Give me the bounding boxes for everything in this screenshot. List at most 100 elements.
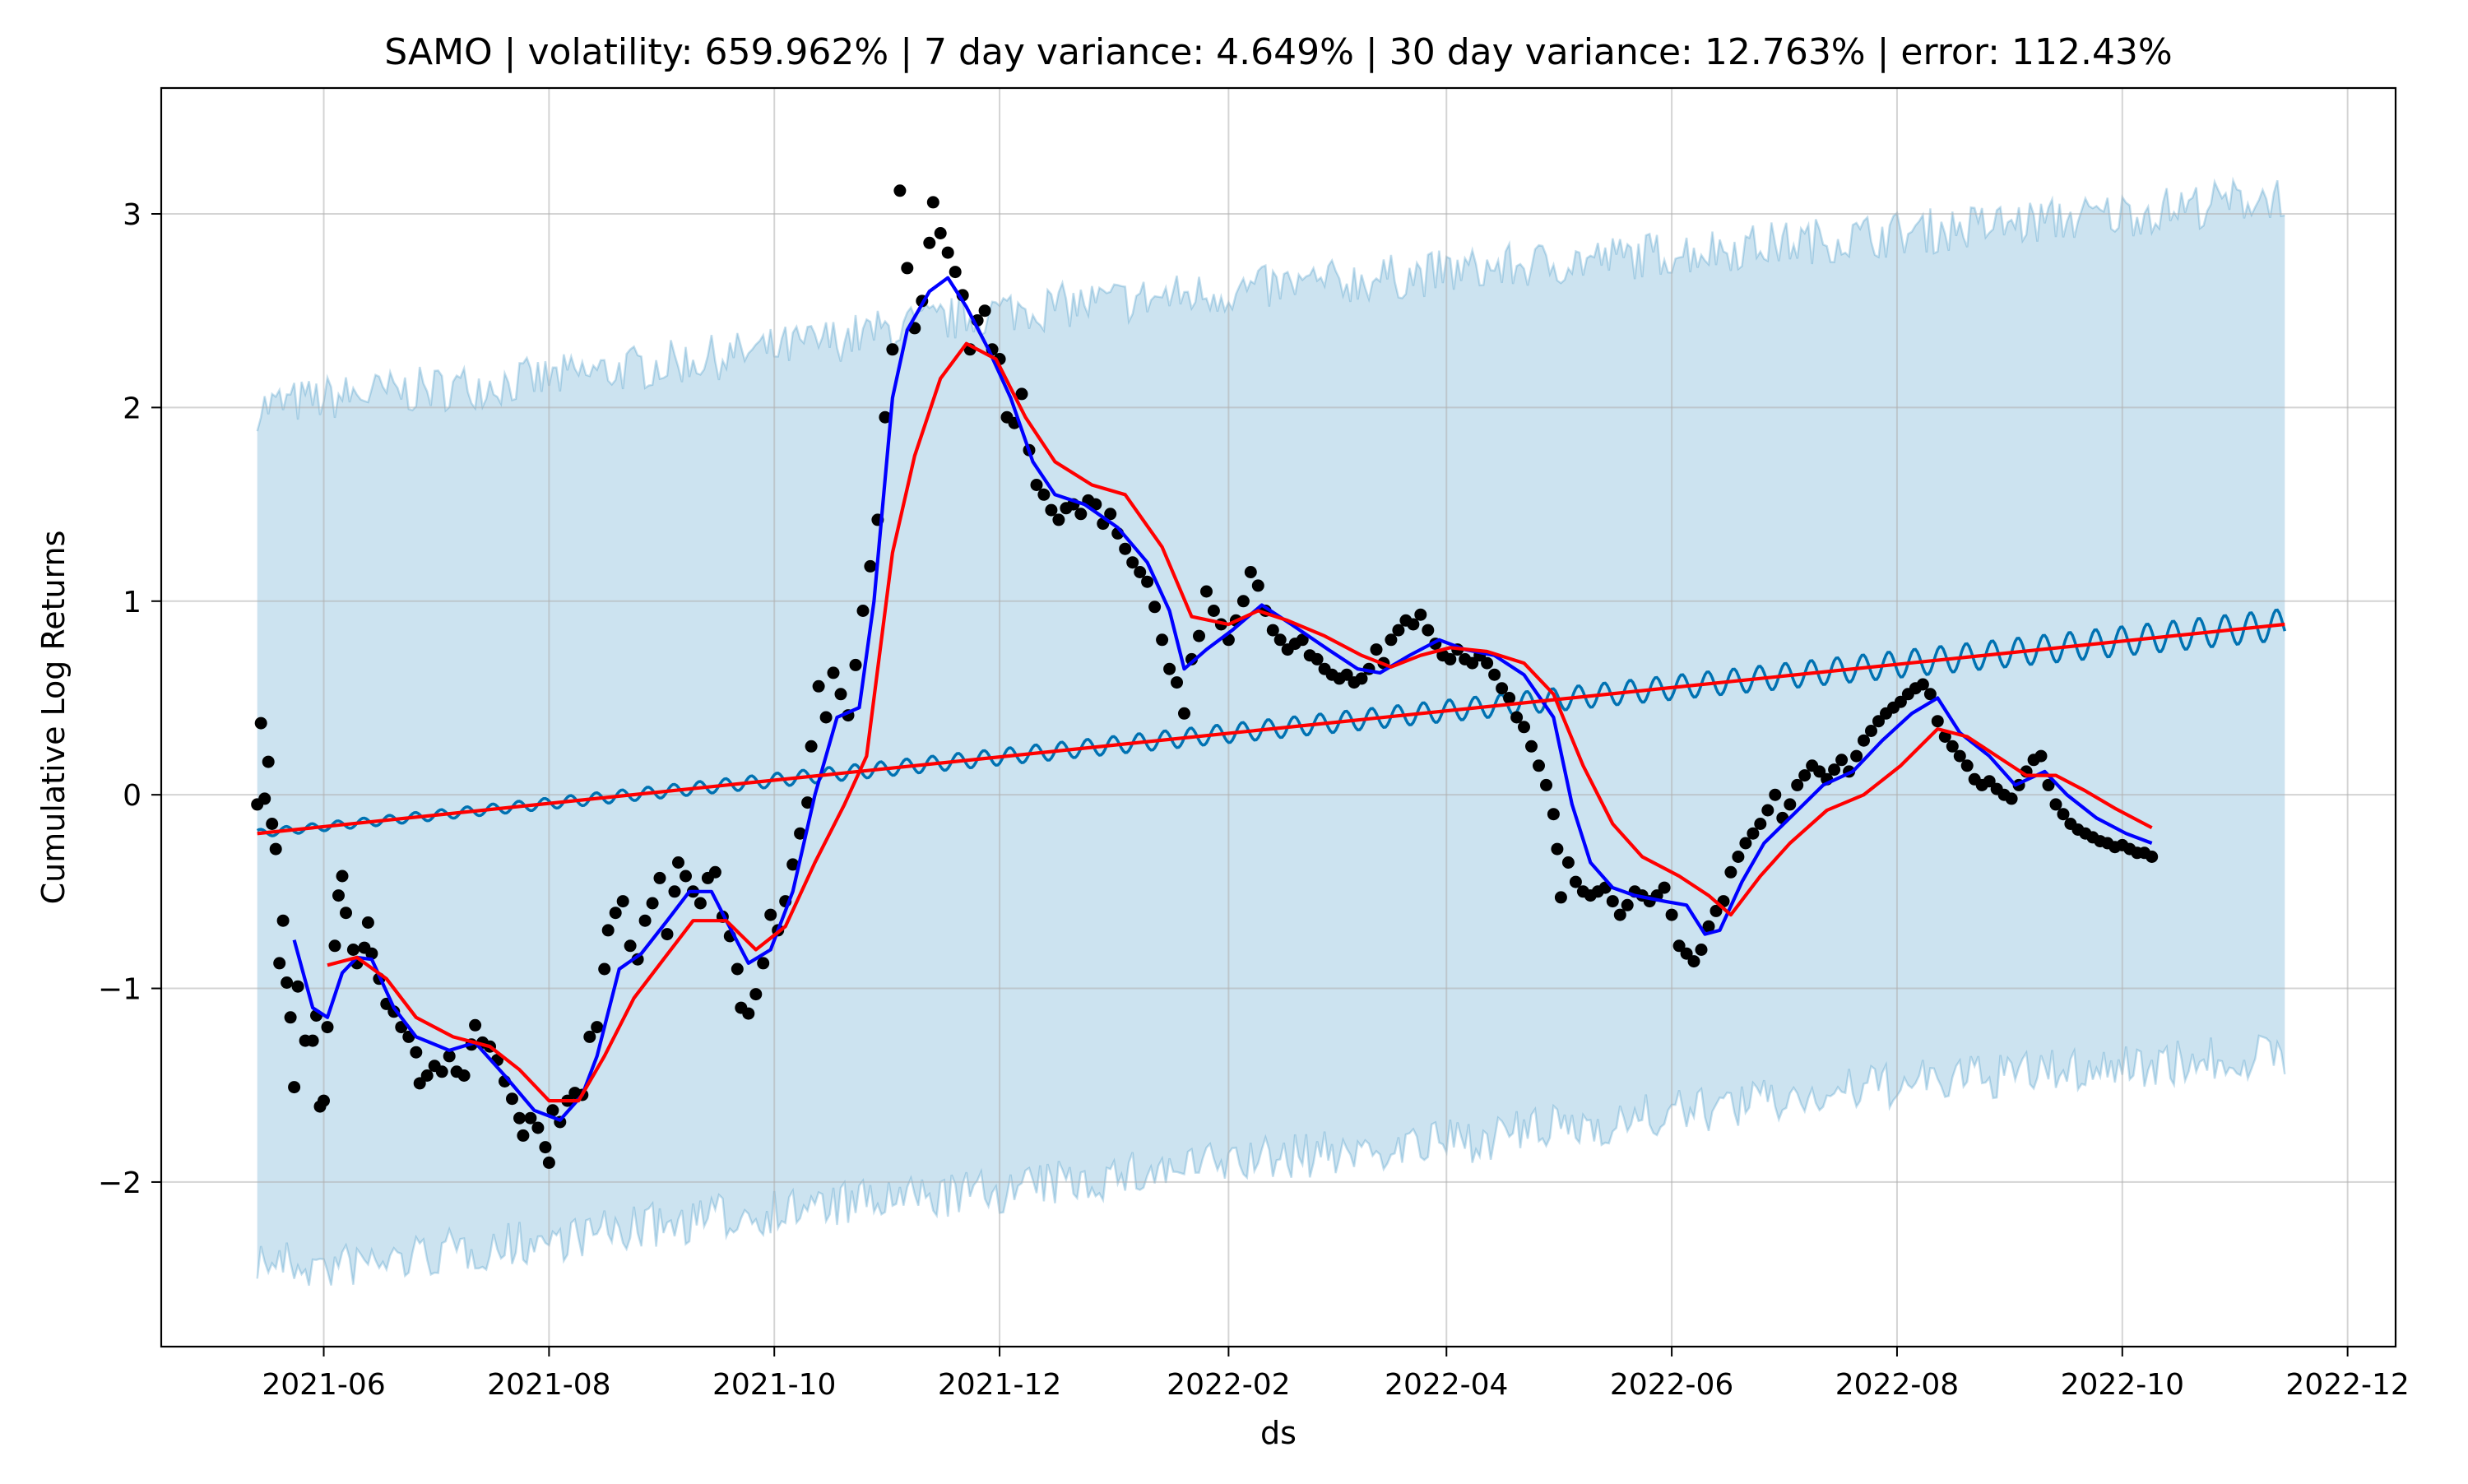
observed-point bbox=[2049, 798, 2062, 811]
observed-point bbox=[1665, 908, 1678, 921]
observed-point bbox=[340, 907, 352, 920]
observed-point bbox=[708, 865, 721, 879]
observed-point bbox=[653, 871, 666, 884]
observed-point bbox=[1207, 605, 1220, 617]
observed-point bbox=[2146, 851, 2159, 863]
observed-point bbox=[805, 740, 818, 753]
observed-point bbox=[601, 924, 615, 937]
observed-point bbox=[926, 196, 939, 209]
observed-point bbox=[281, 976, 294, 989]
observed-point bbox=[978, 304, 991, 318]
observed-point bbox=[646, 897, 659, 910]
observed-point bbox=[1960, 759, 1974, 772]
observed-point bbox=[1554, 891, 1567, 904]
observed-point bbox=[1533, 759, 1545, 772]
observed-point bbox=[638, 914, 652, 927]
observed-point bbox=[1540, 778, 1552, 791]
observed-point bbox=[757, 957, 770, 970]
observed-point bbox=[1791, 778, 1804, 791]
observed-point bbox=[1938, 730, 1951, 743]
x-tick-label: 2022-06 bbox=[1610, 1368, 1733, 1402]
observed-point bbox=[1355, 672, 1368, 685]
observed-point bbox=[506, 1092, 518, 1106]
observed-point bbox=[1813, 765, 1826, 778]
observed-point bbox=[1606, 895, 1619, 908]
observed-point bbox=[513, 1111, 526, 1125]
observed-point bbox=[1732, 851, 1745, 863]
observed-point bbox=[812, 679, 825, 693]
observed-point bbox=[849, 658, 862, 671]
observed-point bbox=[269, 842, 282, 856]
trend-line-red bbox=[257, 622, 2285, 836]
observed-point bbox=[949, 266, 962, 279]
observed-point bbox=[1488, 668, 1501, 681]
observed-point bbox=[258, 792, 271, 805]
chart-title: SAMO | volatility: 659.962% | 7 day vari… bbox=[384, 31, 2173, 73]
observed-point bbox=[1385, 633, 1398, 647]
observed-point bbox=[1236, 595, 1250, 608]
observed-point bbox=[1798, 769, 1812, 782]
y-tick-label: −1 bbox=[98, 973, 141, 1007]
observed-point bbox=[321, 1021, 334, 1034]
observed-point bbox=[1835, 754, 1849, 767]
observed-point bbox=[1621, 898, 1634, 911]
y-tick-label: 2 bbox=[123, 392, 141, 425]
observed-point bbox=[1547, 808, 1560, 821]
observed-point bbox=[1828, 763, 1841, 777]
x-axis-ticks: 2021-06 2021-08 2021-10 2021-12 2022-02 2022-… bbox=[262, 1347, 2410, 1402]
observed-point bbox=[254, 716, 267, 730]
observed-point bbox=[1156, 633, 1169, 647]
observed-point bbox=[893, 184, 907, 197]
observed-point bbox=[546, 1104, 559, 1117]
observed-point bbox=[336, 870, 349, 883]
observed-point bbox=[1251, 579, 1264, 592]
observed-point bbox=[1244, 566, 1257, 578]
observed-point bbox=[694, 897, 707, 910]
observed-point bbox=[1672, 939, 1686, 953]
observed-point bbox=[583, 1030, 596, 1043]
observed-point bbox=[288, 1081, 301, 1094]
observed-point bbox=[731, 962, 744, 976]
observed-point bbox=[1126, 556, 1139, 569]
observed-point bbox=[1687, 955, 1700, 968]
observed-point bbox=[1953, 749, 1966, 763]
observed-point bbox=[742, 1007, 755, 1020]
uncertainty-band-layer bbox=[256, 176, 2286, 1287]
x-tick-label: 2021-08 bbox=[487, 1368, 610, 1402]
observed-point bbox=[864, 559, 877, 573]
observed-point bbox=[1015, 387, 1028, 401]
observed-point bbox=[1710, 904, 1723, 917]
observed-point bbox=[801, 796, 814, 809]
observed-point bbox=[276, 914, 290, 927]
observed-point bbox=[1702, 920, 1715, 933]
observed-point bbox=[2005, 792, 2018, 805]
observed-points-layer bbox=[251, 184, 2159, 1169]
observed-point bbox=[661, 928, 674, 941]
observed-point bbox=[1037, 488, 1051, 501]
observed-point bbox=[1266, 624, 1279, 637]
observed-point bbox=[764, 908, 777, 921]
observed-point bbox=[1414, 608, 1427, 621]
observed-point bbox=[332, 889, 345, 902]
observed-point bbox=[901, 262, 914, 275]
observed-point bbox=[1983, 775, 1996, 788]
observed-point bbox=[1872, 715, 1885, 728]
observed-point bbox=[420, 1069, 434, 1082]
observed-point bbox=[1074, 508, 1088, 521]
observed-point bbox=[1784, 798, 1797, 811]
observed-point bbox=[856, 605, 870, 617]
observed-point bbox=[413, 1077, 426, 1090]
observed-point bbox=[1052, 513, 1065, 526]
observed-point bbox=[1724, 865, 1737, 879]
observed-point bbox=[1444, 652, 1457, 665]
observed-point bbox=[672, 856, 684, 869]
observed-point bbox=[1503, 692, 1516, 704]
observed-point bbox=[1695, 944, 1708, 956]
observed-point bbox=[1865, 725, 1877, 737]
uncertainty-lower-edge bbox=[256, 1034, 2286, 1287]
observed-point bbox=[469, 1018, 482, 1032]
observed-point bbox=[306, 1034, 319, 1047]
observed-point bbox=[680, 870, 692, 883]
observed-point bbox=[1510, 711, 1524, 724]
